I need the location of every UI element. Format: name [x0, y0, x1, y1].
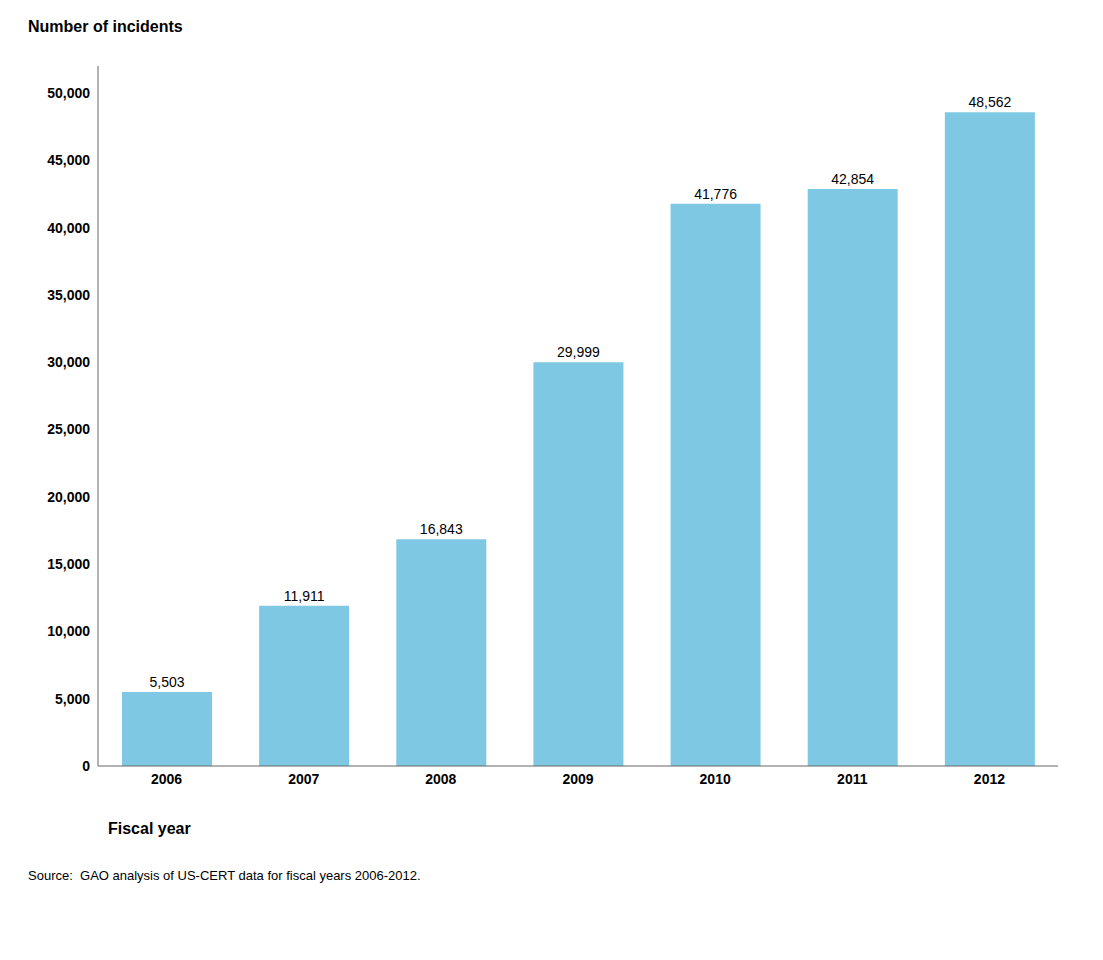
svg-text:5,000: 5,000 — [55, 691, 90, 707]
svg-text:25,000: 25,000 — [47, 421, 90, 437]
svg-text:50,000: 50,000 — [47, 85, 90, 101]
svg-text:40,000: 40,000 — [47, 220, 90, 236]
svg-text:30,000: 30,000 — [47, 354, 90, 370]
svg-text:2007: 2007 — [288, 771, 319, 787]
svg-text:16,843: 16,843 — [420, 521, 463, 537]
svg-text:11,911: 11,911 — [284, 588, 325, 604]
svg-text:20,000: 20,000 — [47, 489, 90, 505]
svg-text:2009: 2009 — [562, 771, 593, 787]
svg-text:5,503: 5,503 — [149, 674, 184, 690]
html-text:Number of incidents: Number of incidents — [28, 18, 183, 35]
html-text:Source: GAO analysis of US-CER: Source: GAO analysis of US-CERT data for… — [28, 868, 421, 883]
svg-text:41,776: 41,776 — [694, 186, 737, 202]
svg-text:35,000: 35,000 — [47, 287, 90, 303]
svg-text:48,562: 48,562 — [968, 94, 1011, 110]
svg-text:2008: 2008 — [425, 771, 456, 787]
html-text:Fiscal year: Fiscal year — [108, 820, 191, 837]
svg-text:45,000: 45,000 — [47, 152, 90, 168]
svg-text:2006: 2006 — [151, 771, 182, 787]
svg-text:2010: 2010 — [700, 771, 731, 787]
svg-text:42,854: 42,854 — [831, 171, 874, 187]
svg-text:15,000: 15,000 — [47, 556, 90, 572]
svg-text:2012: 2012 — [974, 771, 1005, 787]
svg-text:0: 0 — [82, 758, 90, 774]
svg-text:29,999: 29,999 — [557, 344, 600, 360]
svg-text:10,000: 10,000 — [47, 623, 90, 639]
svg-text:2011: 2011 — [837, 771, 868, 787]
